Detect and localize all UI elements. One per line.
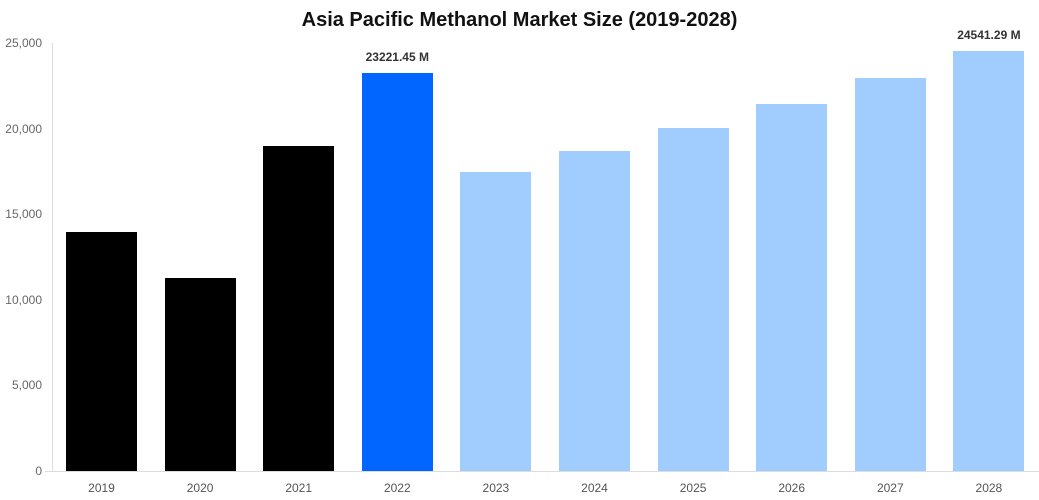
x-tick-label: 2024 [581,481,608,495]
data-label-2028: 24541.29 M [957,27,1021,42]
x-tick-label: 2025 [679,481,707,495]
bar-2020 [164,278,236,471]
bar-2023 [460,171,532,471]
bar-2027 [854,77,926,471]
plot-area [53,43,1039,471]
bar-2026 [756,103,828,471]
bar-2021 [263,146,335,471]
y-tick-label: 0 [35,464,42,478]
x-tick-label: 2026 [778,481,806,495]
x-axis-line [45,471,1039,472]
x-tick-label: 2022 [383,481,411,495]
bar-2024 [559,151,630,471]
bar-2022 [361,73,433,471]
x-tick-label: 2019 [88,481,115,495]
y-tick-label: 10,000 [5,292,42,307]
x-tick-label: 2027 [876,481,904,495]
bar-2019 [66,232,137,471]
bar-2025 [657,127,729,471]
x-tick-label: 2023 [482,481,510,495]
y-axis-line [52,43,53,472]
y-tick-label: 15,000 [5,207,42,222]
y-tick-label: 20,000 [5,121,42,136]
y-tick-label: 25,000 [5,36,42,50]
bar-2028 [953,50,1025,471]
x-tick-label: 2020 [186,481,214,495]
x-tick-label: 2021 [285,481,313,495]
x-tick-label: 2028 [975,481,1003,495]
chart-title: Asia Pacific Methanol Market Size (2019-… [301,9,738,31]
data-label-2022: 23221.45 M [365,50,429,65]
y-tick-label: 5,000 [11,378,42,393]
